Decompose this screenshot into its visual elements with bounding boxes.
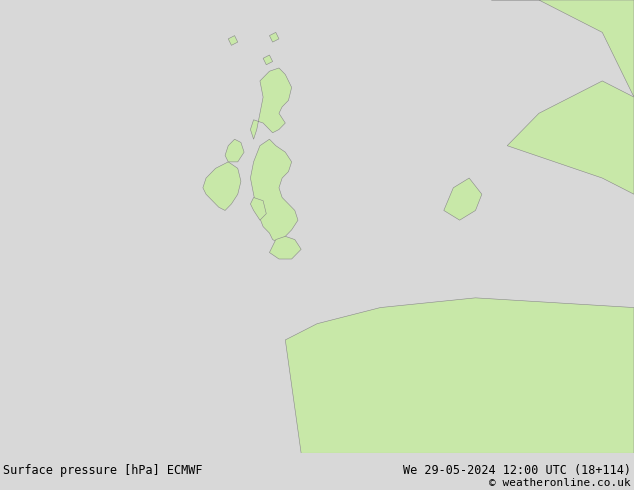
Polygon shape xyxy=(228,36,238,46)
Polygon shape xyxy=(225,139,244,162)
Polygon shape xyxy=(444,178,482,220)
Polygon shape xyxy=(250,197,266,220)
Polygon shape xyxy=(250,139,298,243)
Text: © weatheronline.co.uk: © weatheronline.co.uk xyxy=(489,478,631,488)
Polygon shape xyxy=(269,236,301,259)
Polygon shape xyxy=(507,81,634,194)
Polygon shape xyxy=(263,55,273,65)
Polygon shape xyxy=(285,298,634,453)
Polygon shape xyxy=(491,0,634,97)
Polygon shape xyxy=(269,32,279,42)
Text: Surface pressure [hPa] ECMWF: Surface pressure [hPa] ECMWF xyxy=(3,464,203,477)
Polygon shape xyxy=(203,162,241,210)
Polygon shape xyxy=(250,68,292,139)
Text: We 29-05-2024 12:00 UTC (18+114): We 29-05-2024 12:00 UTC (18+114) xyxy=(403,464,631,477)
